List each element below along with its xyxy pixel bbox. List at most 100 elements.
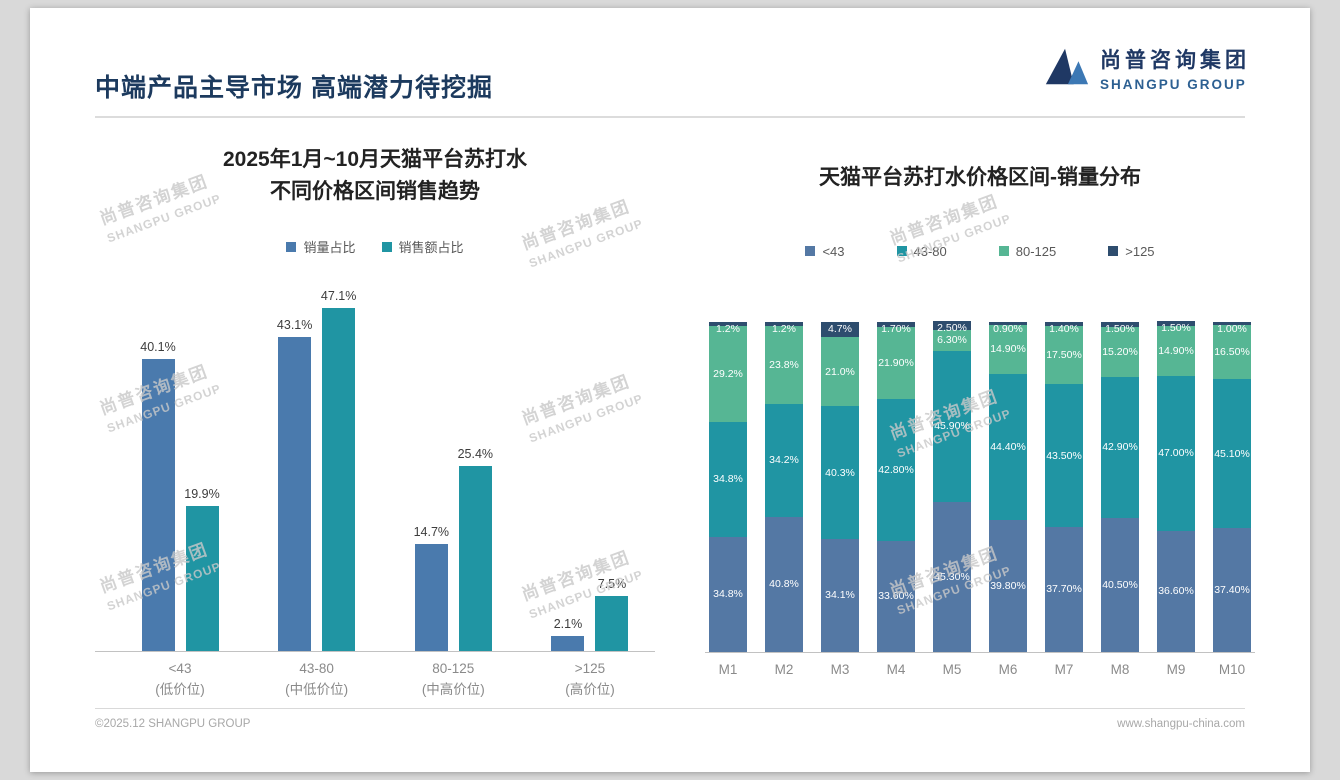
right-legend: <43 43-80 80-125 >125 bbox=[705, 244, 1255, 259]
segment-value-label: 1.50% bbox=[1105, 322, 1135, 335]
legend-item: >125 bbox=[1108, 243, 1155, 259]
volume-share-bar: 43.1% bbox=[277, 318, 312, 651]
legend-item: 43-80 bbox=[896, 243, 947, 259]
segment-value-label: 37.40% bbox=[1214, 583, 1250, 596]
bar-segment: 16.50% bbox=[1213, 324, 1251, 380]
segment-value-label: 16.50% bbox=[1214, 346, 1250, 359]
logo-mark-icon bbox=[1042, 45, 1090, 92]
legend-item: 销量占比 bbox=[286, 237, 356, 256]
segment-value-label: 45.90% bbox=[934, 420, 970, 433]
bar-segment: 2.50% bbox=[933, 321, 971, 334]
company-logo: 尚普咨询集团 SHANGPU GROUP bbox=[1042, 44, 1250, 92]
stacked-bar: 1.70% 21.90% 42.80% 33.60% bbox=[877, 321, 915, 652]
bar-segment: 17.50% bbox=[1045, 326, 1083, 384]
segment-value-label: 2.50% bbox=[937, 322, 967, 335]
left-plot: 40.1% 19.9% 43.1% 47.1% 14.7% 25.4% 2.1% 7.5% bbox=[95, 289, 655, 652]
legend-item: <43 bbox=[805, 244, 845, 259]
bar-segment: 1.2% bbox=[765, 321, 803, 335]
bar-segment: 1.70% bbox=[877, 321, 915, 335]
title-divider bbox=[95, 116, 1245, 118]
bar-segment: 34.2% bbox=[765, 404, 803, 517]
stacked-bar: 1.50% 14.90% 47.00% 36.60% bbox=[1157, 321, 1195, 652]
segment-value-label: 1.70% bbox=[881, 322, 911, 335]
segment-value-label: 33.60% bbox=[878, 590, 914, 603]
bar-value-label: 47.1% bbox=[320, 289, 357, 303]
month-label: M4 bbox=[886, 661, 906, 677]
left-chart-title-line2: 不同价格区间销售趋势 bbox=[270, 179, 480, 203]
segment-value-label: 47.00% bbox=[1158, 447, 1194, 460]
bar-value-label: 2.1% bbox=[553, 617, 583, 631]
bar-segment: 37.40% bbox=[1213, 528, 1251, 652]
footer-copyright: ©2025.12 SHANGPU GROUP bbox=[95, 718, 251, 730]
segment-value-label: 42.80% bbox=[878, 464, 914, 477]
segment-value-label: 37.70% bbox=[1046, 583, 1082, 596]
slide-header: 中端产品主导市场 高端潜力待挖掘 尚普咨询集团 SHANGPU GROUP bbox=[30, 8, 1310, 104]
legend-swatch-icon bbox=[381, 241, 392, 252]
right-months: M1 M2 M3 M4 M5 M6 M7 M8 M9 M10 bbox=[705, 653, 1255, 677]
bar-value-label: 40.1% bbox=[140, 340, 176, 354]
month-label: M9 bbox=[1166, 661, 1186, 677]
bar-segment: 14.90% bbox=[989, 324, 1027, 374]
bar-segment: 21.0% bbox=[821, 337, 859, 407]
bar-segment: 15.20% bbox=[1101, 326, 1139, 377]
left-chart-section: 2025年1月~10月天猫平台苏打水 不同价格区间销售趋势 销量占比 销售额占比 … bbox=[95, 118, 655, 701]
legend-item: 80-125 bbox=[998, 244, 1056, 259]
segment-value-label: 42.90% bbox=[1102, 441, 1138, 454]
month-label: M6 bbox=[998, 661, 1018, 677]
bar-segment: 1.50% bbox=[1101, 321, 1139, 335]
left-chart-title-line1: 2025年1月~10月天猫平台苏打水 bbox=[222, 148, 528, 171]
bar-segment: 34.8% bbox=[709, 536, 747, 652]
legend-swatch-icon bbox=[805, 246, 816, 256]
segment-value-label: 1.50% bbox=[1161, 322, 1191, 335]
legend-label: 43-80 bbox=[913, 243, 947, 259]
bar-segment: 34.8% bbox=[709, 421, 747, 537]
segment-value-label: 34.8% bbox=[713, 473, 743, 486]
segment-value-label: 34.1% bbox=[825, 589, 855, 602]
legend-label: >125 bbox=[1125, 243, 1155, 259]
segment-value-label: 39.80% bbox=[990, 579, 1026, 592]
month-label: M5 bbox=[942, 661, 962, 677]
segment-value-label: 14.90% bbox=[990, 343, 1026, 356]
bar-segment: 36.60% bbox=[1157, 530, 1195, 652]
revenue-share-bar: 47.1% bbox=[321, 289, 356, 651]
bar-segment: 45.90% bbox=[933, 350, 971, 502]
bar-segment: 6.30% bbox=[933, 329, 971, 351]
revenue-share-bar: 25.4% bbox=[458, 447, 493, 651]
segment-value-label: 45.30% bbox=[934, 570, 970, 583]
bar-segment: 43.50% bbox=[1045, 383, 1083, 528]
month-label: M7 bbox=[1054, 661, 1074, 677]
stacked-bar: 1.40% 17.50% 43.50% 37.70% bbox=[1045, 321, 1083, 652]
segment-value-label: 43.50% bbox=[1046, 449, 1082, 462]
month-label: M3 bbox=[830, 661, 850, 677]
bar-segment: 0.90% bbox=[989, 321, 1027, 335]
legend-swatch-icon bbox=[1108, 246, 1119, 256]
volume-share-bar: 14.7% bbox=[414, 525, 449, 651]
segment-value-label: 1.40% bbox=[1049, 322, 1079, 335]
left-legend: 销量占比 销售额占比 bbox=[95, 237, 655, 256]
bar-segment: 40.3% bbox=[821, 406, 859, 540]
bar-group: 14.7% 25.4% bbox=[393, 447, 513, 651]
segment-value-label: 4.7% bbox=[828, 322, 852, 335]
segment-value-label: 45.10% bbox=[1214, 447, 1250, 460]
stacked-bar: 1.00% 16.50% 45.10% 37.40% bbox=[1213, 321, 1251, 652]
segment-value-label: 17.50% bbox=[1046, 348, 1082, 361]
revenue-share-bar: 7.5% bbox=[595, 577, 629, 651]
left-chart-title: 2025年1月~10月天猫平台苏打水 不同价格区间销售趋势 bbox=[95, 144, 655, 207]
segment-value-label: 1.00% bbox=[1217, 322, 1247, 335]
segment-value-label: 21.90% bbox=[878, 357, 914, 370]
bar-segment: 4.7% bbox=[821, 321, 859, 338]
segment-value-label: 40.8% bbox=[769, 578, 799, 591]
stacked-bar: 1.50% 15.20% 42.90% 40.50% bbox=[1101, 321, 1139, 652]
legend-label: 销售额占比 bbox=[398, 240, 464, 255]
bar-segment: 1.50% bbox=[1157, 321, 1195, 334]
bar-value-label: 25.4% bbox=[457, 447, 494, 461]
segment-value-label: 36.60% bbox=[1158, 585, 1194, 598]
bar-segment: 23.8% bbox=[765, 325, 803, 405]
bar-segment: 1.2% bbox=[709, 321, 747, 335]
bar-segment: 14.90% bbox=[1157, 326, 1195, 376]
bar-segment: 39.80% bbox=[989, 520, 1027, 652]
bar-segment: 42.80% bbox=[877, 399, 915, 541]
legend-label: 销量占比 bbox=[303, 240, 356, 255]
segment-value-label: 34.8% bbox=[713, 588, 743, 601]
bar-segment: 1.00% bbox=[1213, 321, 1251, 335]
